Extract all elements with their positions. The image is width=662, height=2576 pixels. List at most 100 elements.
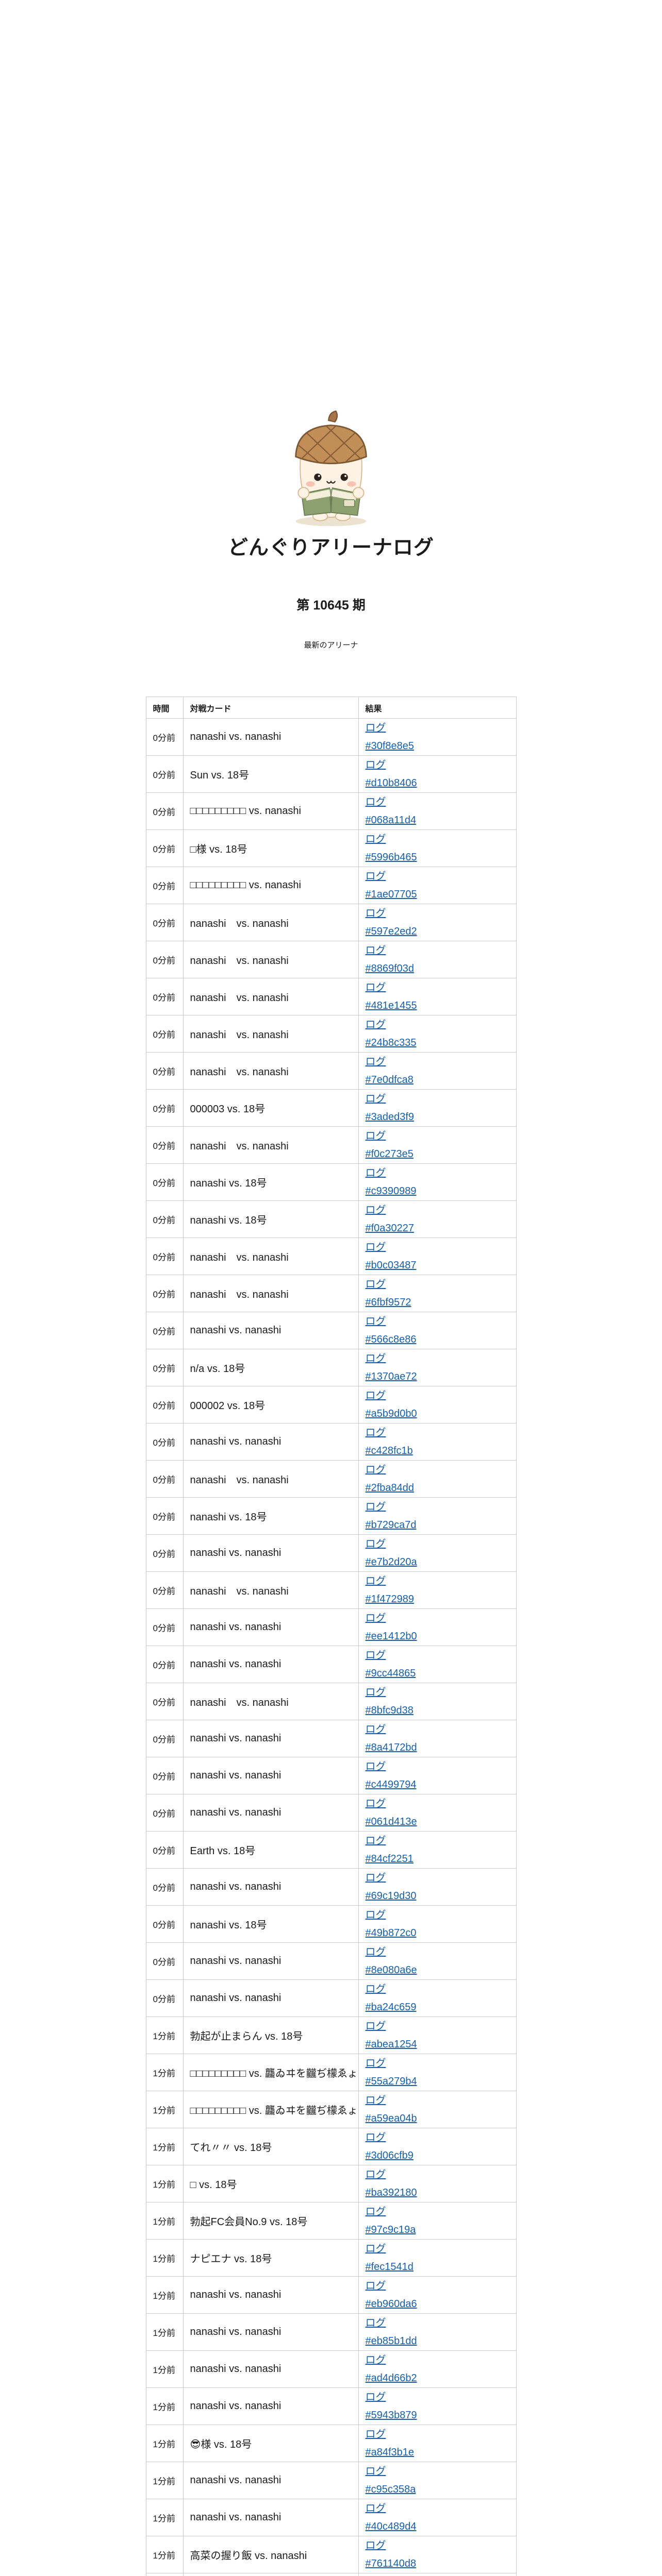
log-link[interactable]: ログ xyxy=(365,1093,386,1105)
log-hash-link[interactable]: #7e0dfca8 xyxy=(365,1074,413,1086)
log-link[interactable]: ログ xyxy=(365,1760,386,1772)
log-link[interactable]: ログ xyxy=(365,2428,386,2440)
log-link[interactable]: ログ xyxy=(365,2354,386,2366)
log-hash-link[interactable]: #3d06cfb9 xyxy=(365,2149,413,2161)
log-link[interactable]: ログ xyxy=(365,1389,386,1401)
log-hash-link[interactable]: #3aded3f9 xyxy=(365,1111,415,1123)
log-link[interactable]: ログ xyxy=(365,2020,386,2032)
log-link[interactable]: ログ xyxy=(365,2243,386,2255)
log-hash-link[interactable]: #c428fc1b xyxy=(365,1445,413,1456)
log-hash-link[interactable]: #fec1541d xyxy=(365,2261,413,2273)
log-link[interactable]: ログ xyxy=(365,1575,386,1587)
log-link[interactable]: ログ xyxy=(365,944,386,956)
log-link[interactable]: ログ xyxy=(365,1798,386,1809)
log-link[interactable]: ログ xyxy=(365,2280,386,2292)
log-hash-link[interactable]: #9cc44865 xyxy=(365,1667,416,1679)
log-link[interactable]: ログ xyxy=(365,2465,386,2477)
log-hash-link[interactable]: #abea1254 xyxy=(365,2038,417,2050)
log-hash-link[interactable]: #5943b879 xyxy=(365,2409,417,2421)
log-hash-link[interactable]: #49b872c0 xyxy=(365,1927,417,1939)
log-hash-link[interactable]: #068a11d4 xyxy=(365,814,417,826)
log-link[interactable]: ログ xyxy=(365,2317,386,2329)
log-link[interactable]: ログ xyxy=(365,1612,386,1624)
log-link[interactable]: ログ xyxy=(365,1427,386,1438)
log-link[interactable]: ログ xyxy=(365,2539,386,2551)
log-hash-link[interactable]: #6fbf9572 xyxy=(365,1296,411,1308)
log-link[interactable]: ログ xyxy=(365,1723,386,1735)
log-link[interactable]: ログ xyxy=(365,1056,386,1067)
log-link[interactable]: ログ xyxy=(365,1983,386,1995)
log-link[interactable]: ログ xyxy=(365,1130,386,1142)
log-link[interactable]: ログ xyxy=(365,833,386,845)
log-hash-link[interactable]: #24b8c335 xyxy=(365,1037,417,1048)
log-hash-link[interactable]: #eb85b1dd xyxy=(365,2335,417,2347)
latest-arena-link[interactable]: 最新のアリーナ xyxy=(304,641,358,650)
log-link[interactable]: ログ xyxy=(365,1315,386,1327)
log-link[interactable]: ログ xyxy=(365,2391,386,2403)
log-link[interactable]: ログ xyxy=(365,1538,386,1550)
log-link[interactable]: ログ xyxy=(365,1167,386,1179)
log-link[interactable]: ログ xyxy=(365,1204,386,1216)
log-hash-link[interactable]: #30f8e8e5 xyxy=(365,740,415,752)
log-hash-link[interactable]: #1ae07705 xyxy=(365,888,417,900)
log-hash-link[interactable]: #2fba84dd xyxy=(365,1482,415,1494)
log-hash-link[interactable]: #f0c273e5 xyxy=(365,1148,413,1160)
log-hash-link[interactable]: #b729ca7d xyxy=(365,1519,417,1531)
log-link[interactable]: ログ xyxy=(365,1241,386,1253)
log-hash-link[interactable]: #8bfc9d38 xyxy=(365,1704,413,1716)
log-hash-link[interactable]: #8869f03d xyxy=(365,962,415,974)
log-hash-link[interactable]: #5996b465 xyxy=(365,851,417,863)
log-link[interactable]: ログ xyxy=(365,1464,386,1476)
log-link[interactable]: ログ xyxy=(365,1649,386,1661)
log-link[interactable]: ログ xyxy=(365,2057,386,2069)
log-hash-link[interactable]: #55a279b4 xyxy=(365,2075,417,2087)
log-hash-link[interactable]: #c95c358a xyxy=(365,2483,416,2495)
log-link[interactable]: ログ xyxy=(366,2574,386,2576)
log-hash-link[interactable]: #40c489d4 xyxy=(365,2520,417,2532)
log-hash-link[interactable]: #a84f3b1e xyxy=(365,2446,415,2458)
log-link[interactable]: ログ xyxy=(365,1835,386,1846)
log-hash-link[interactable]: #ba392180 xyxy=(365,2187,417,2198)
log-link[interactable]: ログ xyxy=(365,759,386,771)
log-link[interactable]: ログ xyxy=(365,981,386,993)
log-hash-link[interactable]: #1f472989 xyxy=(365,1593,415,1605)
log-hash-link[interactable]: #8a4172bd xyxy=(365,1741,417,1753)
log-link[interactable]: ログ xyxy=(365,796,386,808)
log-link[interactable]: ログ xyxy=(365,2131,386,2143)
log-hash-link[interactable]: #d10b8406 xyxy=(365,777,417,789)
log-link[interactable]: ログ xyxy=(365,1019,386,1030)
log-hash-link[interactable]: #a59ea04b xyxy=(365,2112,417,2124)
log-hash-link[interactable]: #597e2ed2 xyxy=(365,925,417,937)
log-hash-link[interactable]: #c9390989 xyxy=(365,1185,417,1197)
log-link[interactable]: ログ xyxy=(365,907,386,919)
log-link[interactable]: ログ xyxy=(365,722,386,734)
log-link[interactable]: ログ xyxy=(365,1909,386,1921)
log-link[interactable]: ログ xyxy=(365,2168,386,2180)
log-hash-link[interactable]: #a5b9d0b0 xyxy=(365,1408,417,1419)
log-hash-link[interactable]: #061d413e xyxy=(365,1816,417,1827)
log-hash-link[interactable]: #ba24c659 xyxy=(365,2001,417,2013)
log-hash-link[interactable]: #481e1455 xyxy=(365,999,417,1011)
log-hash-link[interactable]: #566c8e86 xyxy=(365,1333,417,1345)
log-hash-link[interactable]: #97c9c19a xyxy=(365,2224,416,2235)
log-link[interactable]: ログ xyxy=(365,1946,386,1958)
log-link[interactable]: ログ xyxy=(365,2502,386,2514)
log-hash-link[interactable]: #69c19d30 xyxy=(365,1890,417,1902)
log-link[interactable]: ログ xyxy=(365,2206,386,2217)
log-hash-link[interactable]: #84cf2251 xyxy=(365,1853,413,1865)
log-link[interactable]: ログ xyxy=(365,1686,386,1698)
log-hash-link[interactable]: #ee1412b0 xyxy=(365,1630,417,1642)
log-hash-link[interactable]: #b0c03487 xyxy=(365,1259,417,1271)
log-hash-link[interactable]: #f0a30227 xyxy=(365,1222,415,1234)
log-hash-link[interactable]: #ad4d66b2 xyxy=(365,2372,417,2384)
log-hash-link[interactable]: #c4499794 xyxy=(365,1778,417,1790)
log-link[interactable]: ログ xyxy=(365,1278,386,1290)
log-link[interactable]: ログ xyxy=(365,1872,386,1884)
log-link[interactable]: ログ xyxy=(365,2094,386,2106)
log-hash-link[interactable]: #8e080a6e xyxy=(365,1964,417,1976)
log-link[interactable]: ログ xyxy=(365,1352,386,1364)
log-link[interactable]: ログ xyxy=(365,870,386,882)
log-hash-link[interactable]: #eb960da6 xyxy=(365,2298,417,2310)
log-link[interactable]: ログ xyxy=(365,1501,386,1513)
log-hash-link[interactable]: #761140d8 xyxy=(365,2557,417,2569)
